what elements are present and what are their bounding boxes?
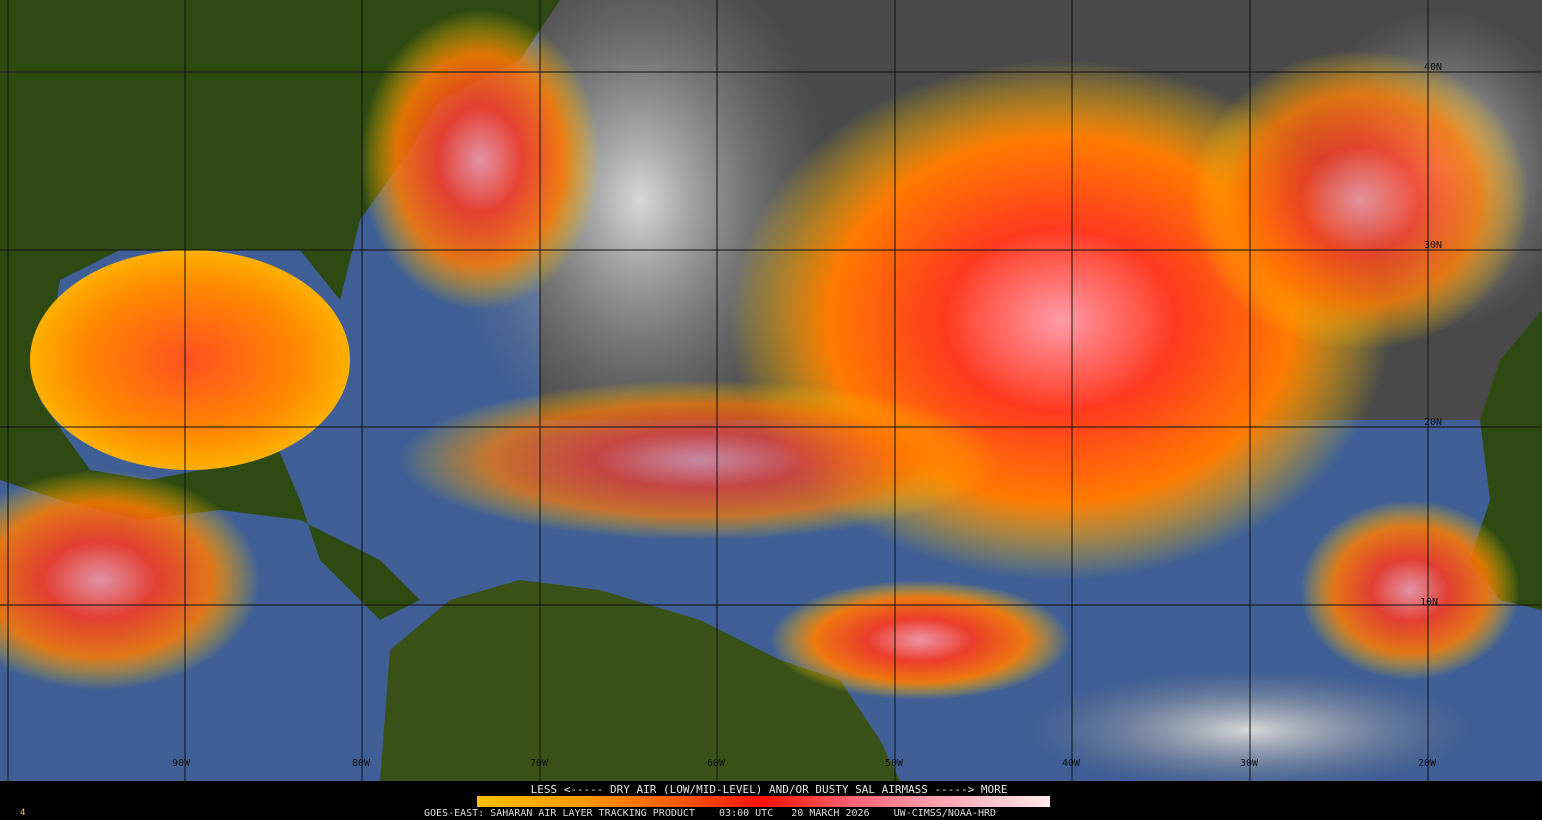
lon-label: 60W	[707, 758, 726, 769]
lat-label: 30N	[1424, 240, 1443, 251]
lon-label: 30W	[1240, 758, 1259, 769]
product-caption: GOES-EAST: SAHARAN AIR LAYER TRACKING PR…	[424, 808, 996, 819]
satellite-map: 90W 80W 70W 60W 50W 40W 30W 20W 40N 30N …	[0, 0, 1542, 781]
map-imagery	[0, 0, 1542, 781]
east-coast-dry-air	[360, 10, 600, 310]
product-time: 03:00 UTC	[719, 808, 774, 819]
lat-label: 20N	[1424, 417, 1443, 428]
product-credit: UW-CIMSS/NOAA-HRD	[893, 808, 997, 819]
tropical-dry-air	[770, 580, 1070, 700]
west-africa-sal	[1300, 500, 1520, 680]
lon-label: 50W	[885, 758, 904, 769]
product-date: 20 MARCH 2026	[791, 808, 870, 819]
frame-marker: 4	[20, 808, 26, 818]
lat-label: 10N	[1420, 597, 1439, 608]
south-america-land	[380, 580, 900, 781]
lon-label: 90W	[172, 758, 191, 769]
lon-label: 20W	[1418, 758, 1437, 769]
graticule	[0, 0, 1542, 781]
northeast-atlantic-sal	[1190, 50, 1530, 350]
gulf-dry-air	[30, 250, 350, 470]
lat-label: 40N	[1424, 62, 1443, 73]
legend-label: LESS <----- DRY AIR (LOW/MID-LEVEL) AND/…	[530, 783, 1008, 796]
lon-label: 70W	[530, 758, 549, 769]
caribbean-dry-air	[400, 380, 1000, 540]
lon-label: 80W	[352, 758, 371, 769]
legend-color-bar	[477, 796, 1050, 807]
product-name: GOES-EAST: SAHARAN AIR LAYER TRACKING PR…	[424, 808, 695, 819]
east-pacific-dry-air	[0, 470, 260, 690]
north-america-land	[0, 0, 560, 620]
lon-label: 40W	[1062, 758, 1081, 769]
